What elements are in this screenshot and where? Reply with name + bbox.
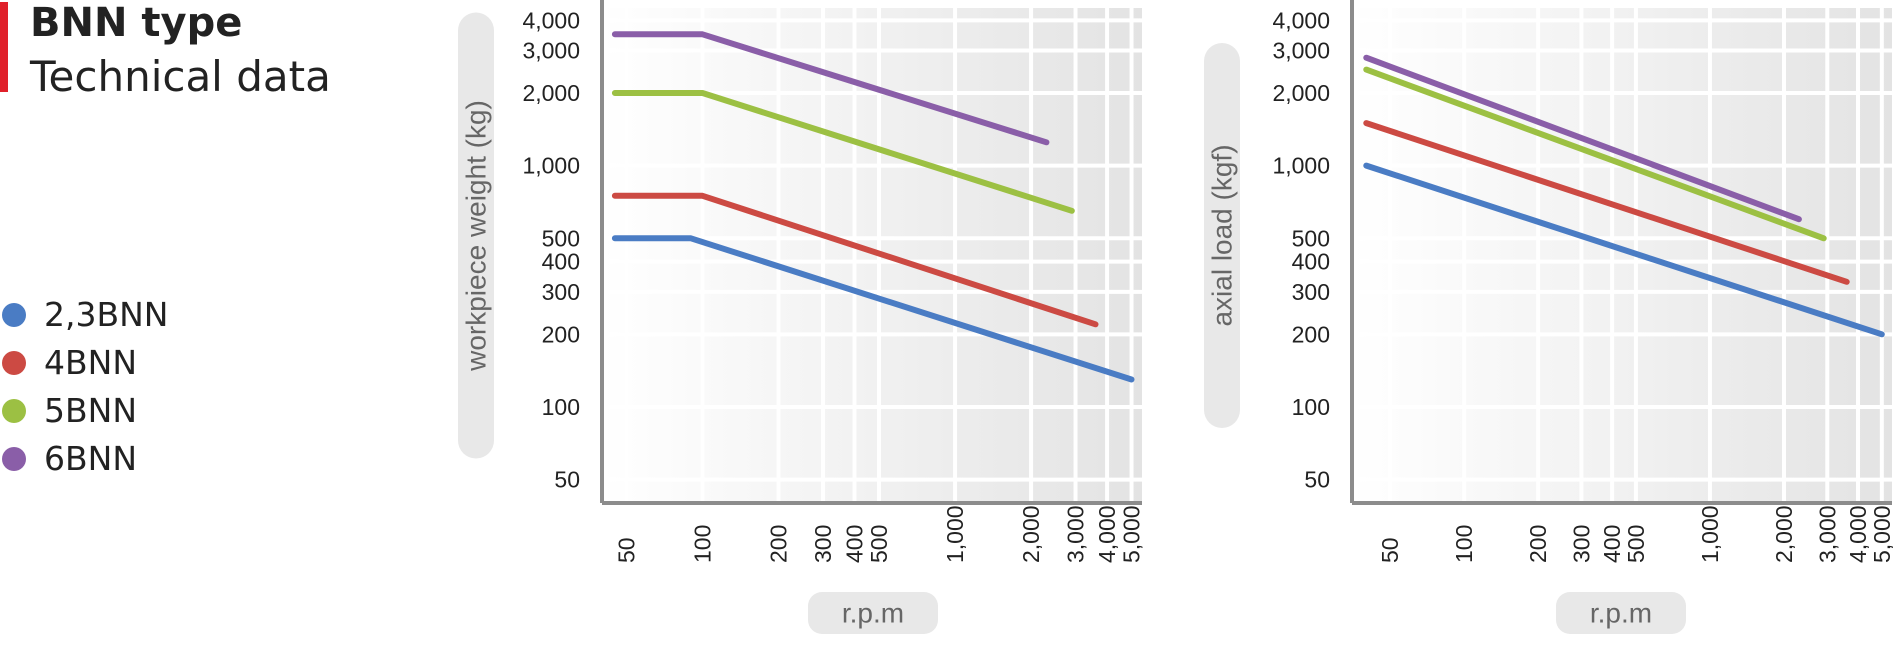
page-subtitle: Technical data [30, 52, 331, 101]
x-tick-label: 300 [810, 525, 836, 563]
x-tick-label: 200 [766, 525, 792, 563]
legend-label: 4BNN [44, 343, 138, 382]
y-axis-label: workpiece weight (kg) [461, 100, 492, 372]
y-tick-label: 3,000 [1272, 37, 1330, 63]
x-tick-label: 2,000 [1771, 505, 1797, 563]
y-tick-label: 2,000 [522, 80, 580, 106]
x-tick-label: 50 [1377, 537, 1403, 563]
x-tick-label: 5,000 [1869, 505, 1894, 563]
y-tick-label: 100 [542, 394, 580, 420]
x-tick-label: 500 [1623, 525, 1649, 563]
legend-swatch [2, 303, 26, 327]
y-tick-label: 100 [1292, 394, 1330, 420]
x-axis-label-pill [808, 592, 938, 634]
series-line-4bnn [1363, 120, 1850, 285]
legend-item-5bnn: 5BNN [0, 391, 260, 431]
series-line-5bnn [1363, 66, 1827, 242]
series-line-6bnn [1363, 54, 1802, 223]
legend-label: 2,3BNN [44, 295, 169, 334]
x-tick-label: 1,000 [1697, 505, 1723, 563]
x-axis-label: r.p.m [1590, 598, 1652, 629]
y-tick-label: 3,000 [522, 37, 580, 63]
legend-swatch [2, 447, 26, 471]
x-axis-label: r.p.m [842, 598, 904, 629]
title-block: BNN type Technical data [0, 0, 380, 110]
y-tick-label: 400 [1292, 249, 1330, 275]
x-axis-label-pill [1556, 592, 1686, 634]
title-accent-bar [0, 2, 8, 92]
x-tick-label: 4,000 [1094, 505, 1120, 563]
x-tick-label: 1,000 [942, 505, 968, 563]
x-tick-label: 100 [689, 525, 715, 563]
y-tick-label: 2,000 [1272, 80, 1330, 106]
legend-label: 6BNN [44, 439, 138, 478]
x-tick-label: 3,000 [1814, 505, 1840, 563]
x-tick-label: 400 [842, 525, 868, 563]
y-tick-label: 400 [542, 249, 580, 275]
x-tick-label: 50 [613, 537, 639, 563]
y-tick-label: 4,000 [1272, 7, 1330, 33]
legend-label: 5BNN [44, 391, 138, 430]
legend-item-4bnn: 4BNN [0, 343, 260, 383]
legend-swatch [2, 399, 26, 423]
y-tick-label: 300 [1292, 279, 1330, 305]
series-line-2-3bnn [1363, 162, 1885, 338]
legend-item-23bnn: 2,3BNN [0, 295, 260, 335]
y-axis-label-pill [458, 12, 494, 459]
plot-background [602, 8, 1142, 503]
x-tick-label: 200 [1525, 525, 1551, 563]
series-line-4bnn [611, 192, 1099, 328]
plot-background [1352, 8, 1892, 503]
series-line-6bnn [611, 31, 1050, 146]
y-axis-label: axial load (kgf) [1207, 144, 1238, 326]
x-tick-label: 100 [1451, 525, 1477, 563]
x-tick-label: 300 [1568, 525, 1594, 563]
x-tick-label: 2,000 [1018, 505, 1044, 563]
y-tick-label: 500 [1292, 225, 1330, 251]
y-tick-label: 200 [1292, 321, 1330, 347]
series-line-2-3bnn [611, 235, 1135, 383]
y-tick-label: 200 [542, 321, 580, 347]
x-tick-label: 400 [1599, 525, 1625, 563]
series-line-5bnn [611, 90, 1075, 214]
page-title: BNN type [30, 0, 243, 46]
y-tick-label: 1,000 [1272, 153, 1330, 179]
y-tick-label: 1,000 [522, 153, 580, 179]
x-tick-label: 3,000 [1063, 505, 1089, 563]
x-tick-label: 500 [866, 525, 892, 563]
y-tick-label: 50 [554, 467, 580, 493]
y-axis-label-pill [1204, 43, 1240, 428]
y-tick-label: 50 [1304, 467, 1330, 493]
legend-item-6bnn: 6BNN [0, 439, 260, 479]
legend-swatch [2, 351, 26, 375]
y-tick-label: 4,000 [522, 7, 580, 33]
x-tick-label: 4,000 [1845, 505, 1871, 563]
x-tick-label: 5,000 [1119, 505, 1145, 563]
y-tick-label: 300 [542, 279, 580, 305]
y-tick-label: 500 [542, 225, 580, 251]
